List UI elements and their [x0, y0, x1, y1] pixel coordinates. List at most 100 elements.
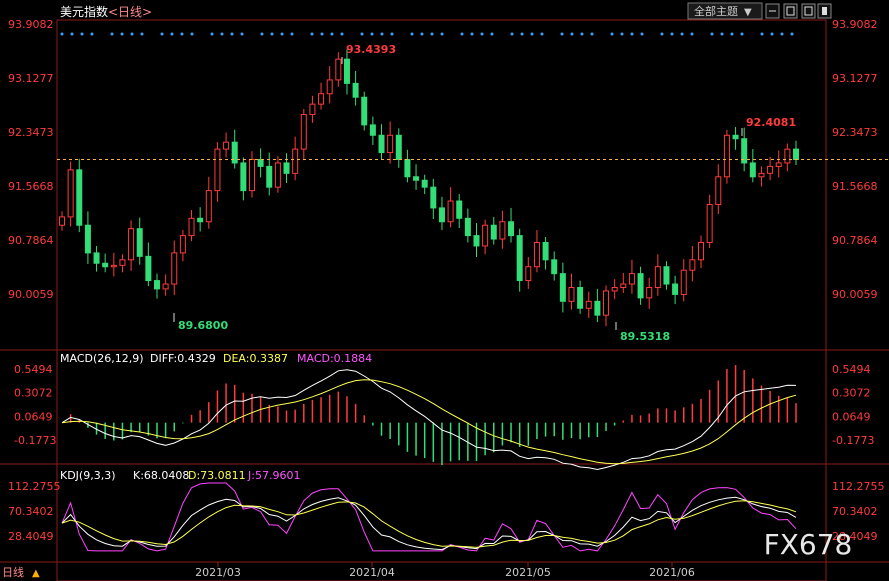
- watermark-logo: FX678: [764, 528, 853, 561]
- candle-body: [292, 148, 299, 174]
- kdj-d: D:73.0811: [188, 469, 246, 482]
- candle-body: [413, 176, 420, 181]
- signal-dot: [570, 32, 574, 36]
- candle-body: [594, 300, 601, 316]
- chevron-down-icon[interactable]: ▼: [744, 7, 752, 18]
- candle-body: [715, 176, 722, 205]
- candle-body: [326, 79, 333, 95]
- period-tab[interactable]: 日线: [2, 565, 24, 579]
- signal-dot: [420, 32, 424, 36]
- candle-body: [274, 162, 281, 188]
- candle-body: [482, 224, 489, 247]
- candle-body: [188, 217, 195, 237]
- theme-dropdown[interactable]: [687, 2, 763, 20]
- candle-body: [706, 203, 713, 244]
- kdj-k: K:68.0408: [133, 469, 189, 482]
- candle-body: [84, 224, 91, 254]
- candle-body: [214, 148, 221, 192]
- candle-body: [516, 235, 523, 282]
- kdj-j: J:57.9601: [247, 469, 300, 482]
- candle-body: [749, 162, 756, 178]
- macd-diff-line: [61, 369, 797, 471]
- signal-dot: [780, 32, 784, 36]
- candle-body: [490, 224, 497, 240]
- signal-dot: [530, 32, 534, 36]
- signal-dot: [660, 32, 664, 36]
- candle-body: [318, 93, 325, 105]
- candle-body: [603, 290, 610, 316]
- candle-body: [680, 269, 687, 295]
- chevron-up-icon[interactable]: ▲: [32, 568, 40, 579]
- maximize-icon-button[interactable]: [801, 3, 816, 19]
- signal-dot: [380, 32, 384, 36]
- signal-dot: [240, 32, 244, 36]
- signal-dot: [710, 32, 714, 36]
- signal-dot: [730, 32, 734, 36]
- signal-dot: [320, 32, 324, 36]
- candle-body: [352, 82, 359, 98]
- signal-dot: [430, 32, 434, 36]
- candle-body: [533, 242, 540, 268]
- signal-dot: [330, 32, 334, 36]
- signal-dot: [90, 32, 94, 36]
- macd-dea-line: [61, 379, 797, 465]
- signal-dot: [180, 32, 184, 36]
- period-label: <日线>: [108, 5, 152, 19]
- macd-y-tick-left-2: 0.0649: [14, 410, 53, 423]
- candle-body: [620, 283, 627, 288]
- theme-dropdown-label[interactable]: 全部主题: [694, 4, 738, 18]
- candle-body: [378, 134, 385, 154]
- signal-dot: [310, 32, 314, 36]
- signal-dot: [610, 32, 614, 36]
- candle-body: [732, 134, 739, 140]
- candle-body: [257, 158, 264, 167]
- restore-icon-button[interactable]: [783, 3, 798, 19]
- signal-dot: [160, 32, 164, 36]
- macd-y-tick-left-3: -0.1773: [14, 434, 56, 447]
- candle-body: [473, 235, 480, 247]
- chart-title: 美元指数: [60, 4, 108, 19]
- macd-y-tick-right-1: 0.3072: [832, 387, 871, 400]
- signal-dot: [110, 32, 114, 36]
- signal-dot: [630, 32, 634, 36]
- annotation-low-b: 89.5318: [620, 330, 670, 343]
- main-y-tick-right-4: 90.7864: [832, 234, 878, 247]
- macd-y-tick-right-0: 0.5494: [832, 363, 871, 376]
- x-axis-label-0: 2021/03: [195, 566, 241, 579]
- macd-y-tick-right-2: 0.0649: [832, 410, 871, 423]
- kdj-y-tick-left-2: 28.4049: [8, 530, 54, 543]
- signal-dot: [230, 32, 234, 36]
- candle-body: [300, 114, 307, 150]
- annotation-high-b: 92.4081: [746, 116, 796, 129]
- main-y-tick-left-2: 92.3473: [8, 126, 54, 139]
- signal-dot: [770, 32, 774, 36]
- kdj-y-tick-left-1: 70.3402: [8, 505, 54, 518]
- candle-body: [784, 148, 791, 164]
- candle-body: [741, 138, 748, 164]
- candle-body: [637, 273, 644, 299]
- annotation-low-a: 89.6800: [178, 319, 228, 332]
- main-y-tick-left-5: 90.0059: [8, 288, 54, 301]
- candle-body: [447, 200, 454, 223]
- kdj-j-line: [61, 482, 797, 552]
- main-y-tick-left-3: 91.5668: [8, 180, 54, 193]
- signal-dot: [120, 32, 124, 36]
- candle-body: [508, 221, 515, 237]
- signal-dot: [760, 32, 764, 36]
- signal-dot: [490, 32, 494, 36]
- candle-body: [223, 141, 230, 150]
- candle-body: [499, 221, 506, 240]
- main-y-tick-right-0: 93.9082: [832, 18, 878, 31]
- signal-dot: [480, 32, 484, 36]
- candle-body: [110, 264, 117, 268]
- candle-body: [369, 124, 376, 136]
- main-y-tick-left-1: 93.1277: [8, 72, 54, 85]
- restore-icon: [786, 6, 795, 16]
- candle-body: [577, 286, 584, 309]
- candle-body: [387, 134, 394, 154]
- macd-dea: DEA:0.3387: [223, 352, 288, 365]
- signal-dot: [520, 32, 524, 36]
- candle-body: [775, 162, 782, 167]
- candle-body: [663, 266, 670, 285]
